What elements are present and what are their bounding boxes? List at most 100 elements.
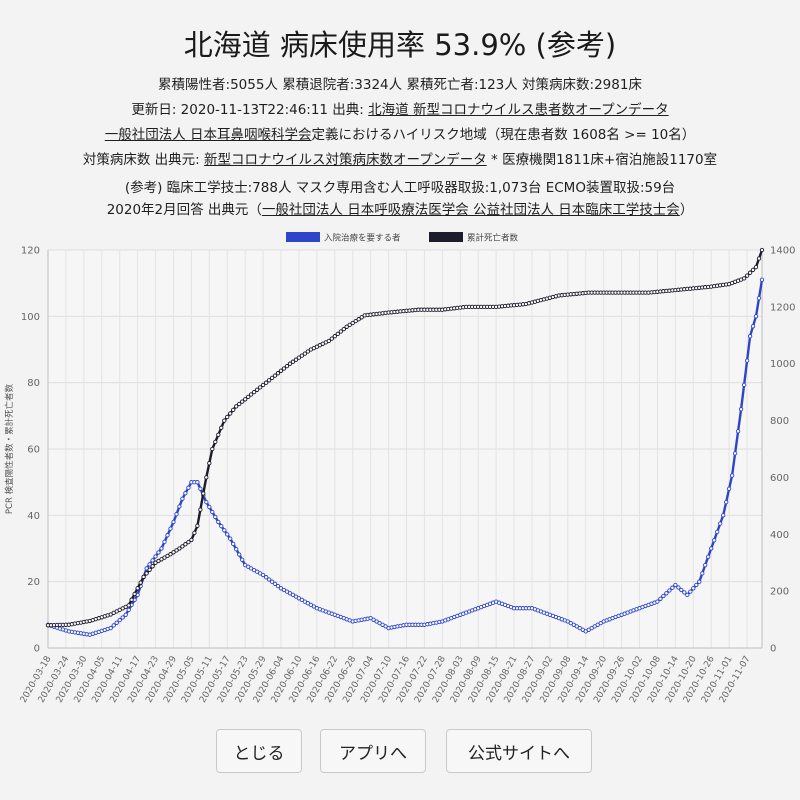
data-point: [263, 575, 269, 580]
data-point: [747, 270, 753, 275]
data-point: [284, 363, 290, 369]
data-point: [171, 550, 176, 555]
data-point: [201, 491, 206, 496]
data-point: [254, 387, 260, 392]
data-point: [150, 564, 155, 569]
summary-line: 累積陽性者:5055人 累積退院者:3324人 累積死亡者:123人 対策病床数…: [158, 77, 642, 93]
data-point: [718, 521, 723, 526]
chart-series: [45, 247, 765, 637]
data-point: [147, 567, 152, 572]
data-point: [700, 571, 705, 576]
data-point: [721, 513, 726, 518]
engineers-line: (参考) 臨床工学技士:788人 マスク専用含む人工呼吸器取扱:1,073台 E…: [124, 180, 676, 196]
data-point: [741, 382, 747, 388]
legend-label: 入院治療を要する者: [324, 233, 401, 244]
data-point: [231, 541, 236, 547]
survey-source-link[interactable]: 一般社団法人 日本呼吸療法医学会 公益社団法人 日本臨床工学技士会: [261, 202, 680, 218]
data-point: [138, 580, 143, 585]
data-point: [302, 351, 308, 356]
data-point: [162, 539, 167, 545]
y-left-tick-label: 20: [27, 577, 40, 588]
data-point: [219, 523, 224, 529]
data-point: [168, 552, 173, 557]
data-point: [240, 399, 245, 404]
definition-link[interactable]: 一般社団法人 日本耳鼻咽喉科学会: [104, 127, 312, 143]
data-point: [177, 546, 182, 551]
data-point: [347, 322, 352, 328]
data-point: [207, 504, 212, 510]
data-point: [305, 349, 311, 354]
definition-text: 定義におけるハイリスク地域（現在患者数 1608名 >= 10名）: [311, 127, 696, 143]
beds-source-link[interactable]: 新型コロナウイルス対策病床数オープンデータ: [204, 152, 487, 168]
close-button[interactable]: とじる: [216, 729, 302, 773]
data-point: [210, 509, 215, 515]
y-right-tick-label: 1400: [770, 246, 795, 257]
data-point: [228, 411, 233, 416]
data-point: [715, 529, 720, 535]
data-point: [210, 446, 215, 452]
source-link[interactable]: 北海道 新型コロナウイルス患者数オープンデータ: [368, 102, 669, 118]
data-point: [335, 331, 340, 337]
data-point: [237, 552, 242, 557]
data-point: [213, 514, 218, 520]
data-point: [275, 371, 281, 376]
data-point: [257, 385, 263, 390]
y-right-tick-label: 1000: [770, 359, 795, 370]
data-point: [129, 597, 134, 602]
app-button[interactable]: アプリへ: [320, 729, 426, 773]
data-point: [266, 378, 272, 383]
chart-legend: 入院治療を要する者 累計死亡者数: [286, 232, 519, 244]
legend-label: 累計死亡者数: [467, 233, 519, 244]
data-point: [114, 620, 119, 625]
data-point: [147, 562, 152, 567]
data-point: [724, 499, 729, 505]
beds-line: 対策病床数 出典元: 新型コロナウイルス対策病床数オープンデータ * 医療機関1…: [0, 148, 800, 168]
data-point: [266, 577, 272, 582]
data-point: [123, 612, 128, 617]
y-right-tick-label: 600: [770, 473, 789, 484]
data-point: [356, 317, 361, 322]
survey-line: 2020年2月回答 出典元（一般社団法人 日本呼吸療法医学会 公益社団法人 日本…: [0, 198, 800, 218]
data-point: [287, 361, 293, 366]
data-point: [272, 373, 278, 378]
data-point: [144, 571, 149, 576]
data-point: [655, 599, 660, 604]
data-point: [353, 318, 358, 324]
data-point: [709, 546, 714, 551]
y-left-tick-label: 100: [21, 312, 40, 323]
data-point: [738, 407, 744, 412]
data-point: [126, 603, 131, 608]
data-point: [183, 491, 188, 496]
data-point: [204, 499, 209, 505]
series-points-deaths: [45, 247, 765, 628]
data-point: [694, 582, 699, 588]
data-point: [111, 623, 116, 628]
y-right-tick-label: 800: [770, 416, 789, 427]
data-point: [117, 617, 122, 623]
data-point: [108, 625, 113, 631]
data-point: [231, 407, 236, 413]
y-right-tick-label: 200: [770, 587, 789, 598]
data-point: [246, 394, 251, 400]
data-point: [673, 582, 678, 588]
data-point: [159, 546, 164, 551]
data-point: [732, 451, 738, 456]
data-point: [682, 590, 687, 595]
data-point: [697, 579, 702, 584]
y-left-tick-label: 40: [27, 511, 40, 522]
y-right-tick-label: 0: [770, 644, 776, 655]
data-point: [204, 475, 209, 480]
data-point: [180, 544, 185, 549]
data-point: [198, 507, 203, 512]
data-point: [275, 583, 281, 589]
y-axis-title: PCR 検査陽性者数・累計死亡者数: [4, 383, 15, 514]
data-point: [237, 401, 242, 407]
official-site-button[interactable]: 公式サイトへ: [446, 729, 592, 773]
survey-close: ）: [679, 202, 694, 218]
data-point: [735, 429, 741, 434]
data-point: [759, 277, 765, 282]
data-point: [195, 523, 200, 528]
beds-detail: * 医療機関1811床+宿泊施設1170室: [486, 152, 718, 168]
data-point: [192, 530, 197, 536]
data-point: [207, 461, 212, 466]
